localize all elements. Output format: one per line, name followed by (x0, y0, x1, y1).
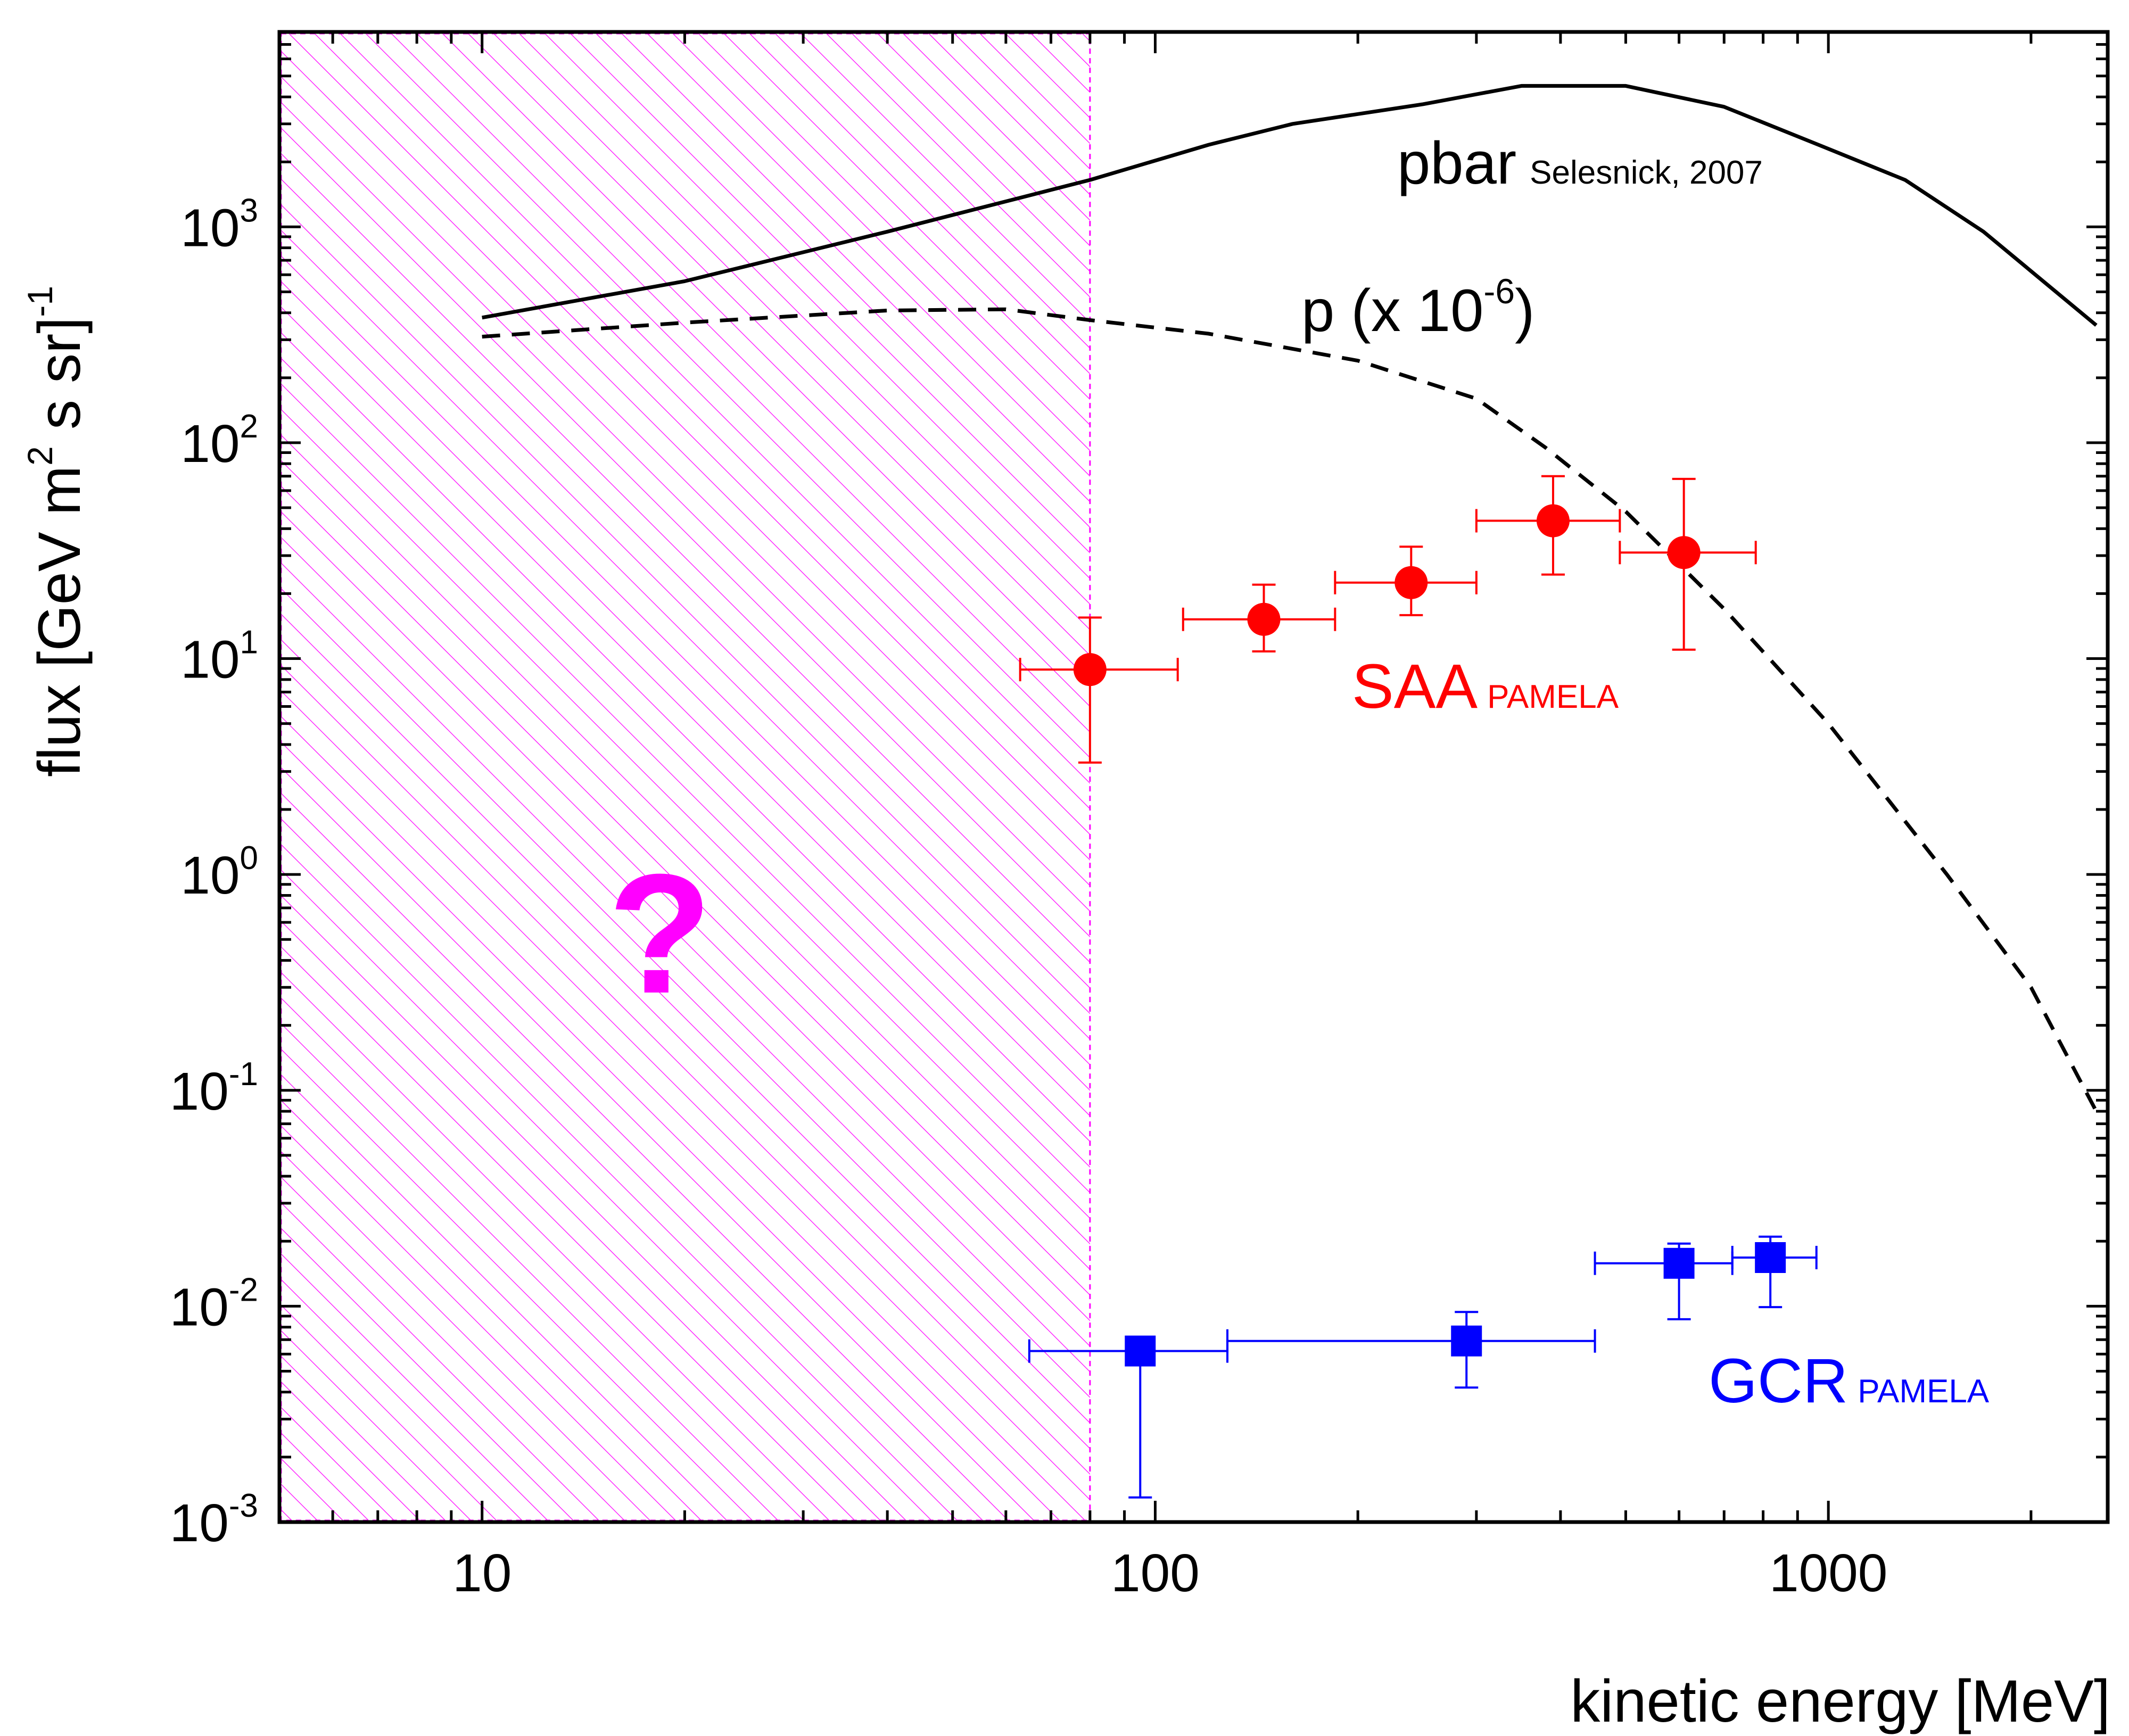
tick-labels: 10 100 1000 10-3 10-2 10-1 100 101 102 103 (170, 192, 1888, 1603)
svg-text:flux [GeV m2 s sr]-1: flux [GeV m2 s sr]-1 (20, 286, 93, 777)
saa-point-2 (1182, 583, 1336, 652)
y-tick-label: 101 (180, 624, 258, 690)
gcr-marker (1451, 1325, 1482, 1357)
shaded-hatch (279, 32, 1090, 1522)
saa-label: SAA PAMELA (1352, 651, 1619, 722)
x-tick-label: 100 (1111, 1543, 1200, 1603)
saa-marker (1394, 566, 1428, 599)
p-label: p (x 10-6) (1301, 271, 1534, 344)
x-tick-label: 10 (452, 1543, 511, 1603)
gcr-marker (1755, 1242, 1786, 1273)
curves (482, 84, 2098, 1112)
saa-point-3 (1334, 545, 1478, 616)
pbar-label: pbar Selesnick, 2007 (1397, 130, 1763, 196)
y-axis-label-sup1: 2 (20, 446, 60, 466)
y-tick-label: 10-3 (170, 1487, 258, 1553)
question-mark-label: ? (608, 838, 712, 1029)
proton-curve (482, 307, 2098, 1112)
saa-marker (1667, 536, 1701, 569)
y-axis-label-mid: s sr] (26, 317, 93, 447)
shaded-region (279, 32, 1091, 1522)
axes (277, 30, 2110, 1524)
gcr-point-1 (1028, 1335, 1229, 1499)
y-axis-label-main: flux [GeV m (26, 466, 93, 777)
gcr-marker (1125, 1335, 1156, 1367)
gcr-point-2 (1226, 1311, 1596, 1389)
pbar-curve (482, 84, 2098, 327)
saa-point-5 (1619, 477, 1757, 651)
y-axis-label: flux [GeV m2 s sr]-1 (20, 286, 93, 777)
y-tick-label: 10-2 (170, 1271, 258, 1337)
gcr-label: GCR PAMELA (1709, 1346, 1990, 1416)
saa-point-4 (1475, 475, 1621, 576)
saa-marker (1247, 602, 1281, 636)
saa-marker (1536, 504, 1570, 538)
data-markers (1019, 475, 1818, 1499)
y-tick-label: 102 (180, 408, 258, 474)
gcr-point-4 (1731, 1235, 1818, 1309)
y-tick-label: 10-1 (170, 1056, 258, 1121)
y-axis-label-sup2: -1 (20, 286, 60, 317)
saa-point-1 (1019, 616, 1179, 764)
x-tick-label: 1000 (1769, 1543, 1887, 1603)
y-tick-label: 100 (180, 840, 258, 905)
gcr-point-3 (1594, 1242, 1734, 1320)
gcr-marker (1663, 1247, 1695, 1279)
plot-frame (277, 30, 2110, 1524)
saa-marker (1073, 653, 1107, 687)
y-tick-label: 103 (180, 192, 258, 258)
x-axis-label: kinetic energy [MeV] (1570, 1668, 2110, 1734)
